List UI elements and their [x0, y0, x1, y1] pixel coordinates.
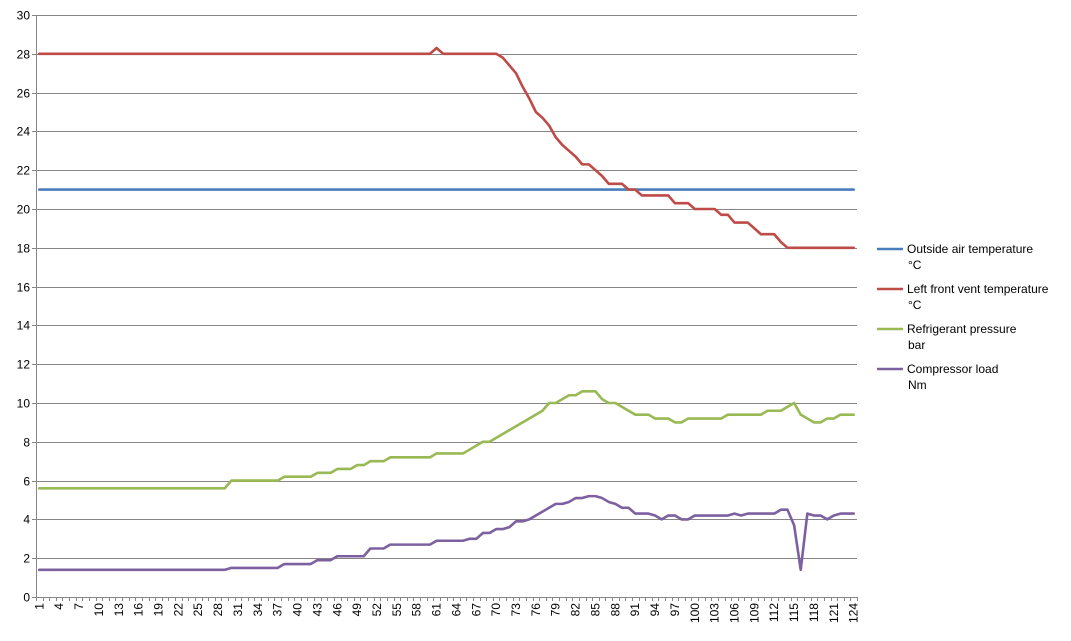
legend-label: Refrigerant pressure	[907, 322, 1017, 336]
x-tick-label: 109	[747, 603, 761, 623]
x-tick-label: 40	[291, 603, 305, 617]
series-line-2	[38, 390, 855, 490]
x-tick-label: 118	[807, 603, 821, 622]
y-tick-label: 30	[17, 9, 31, 23]
gridlines	[36, 15, 857, 559]
x-tick-label: 49	[350, 603, 364, 617]
x-tick-label: 61	[430, 603, 444, 617]
x-tick-label: 67	[469, 603, 483, 617]
x-tick-label: 7	[72, 603, 86, 610]
x-tick-label: 16	[132, 603, 146, 617]
x-tick-label: 79	[549, 603, 563, 617]
y-tick-label: 28	[17, 48, 31, 62]
legend-unit: bar	[908, 338, 925, 352]
x-tick-label: 124	[847, 603, 861, 623]
x-tick-label: 55	[390, 603, 404, 617]
y-tick-label: 24	[17, 125, 31, 139]
series-line-1	[38, 46, 855, 250]
legend-label: Compressor load	[907, 362, 998, 376]
x-tick-label: 19	[151, 603, 165, 617]
x-tick-label: 22	[171, 603, 185, 617]
series-line-3	[38, 494, 855, 572]
x-tick-label: 1	[32, 603, 46, 610]
x-tick-label: 97	[668, 603, 682, 617]
legend-label: Outside air temperature	[907, 242, 1033, 256]
legend: Outside air temperature °C Left front vent…	[877, 242, 1049, 392]
x-tick-label: 4	[52, 603, 66, 610]
y-tick-label: 6	[23, 475, 30, 489]
x-tick-label: 85	[588, 603, 602, 617]
x-tick-label: 100	[688, 603, 702, 623]
x-tick-label: 82	[569, 603, 583, 617]
legend-unit: Nm	[908, 378, 927, 392]
legend-unit: °C	[908, 298, 922, 312]
x-tick-label: 115	[787, 603, 801, 622]
y-tick-label: 12	[17, 358, 31, 372]
y-tick-label: 22	[17, 164, 31, 178]
x-tick-label: 52	[370, 603, 384, 617]
series-lines	[38, 46, 855, 572]
x-tick-label: 34	[251, 603, 265, 617]
y-tick-label: 2	[23, 552, 30, 566]
x-tick-label: 76	[529, 603, 543, 617]
x-tick-label: 70	[489, 603, 503, 617]
y-tick-label: 0	[23, 591, 30, 605]
legend-unit: °C	[908, 258, 922, 272]
x-tick-label: 28	[211, 603, 225, 617]
x-tick-label: 46	[330, 603, 344, 617]
x-tick-label: 43	[310, 603, 324, 617]
y-tick-label: 10	[17, 397, 31, 411]
y-tick-label: 4	[23, 513, 30, 527]
x-tick-label: 112	[767, 603, 781, 622]
x-tick-label: 25	[191, 603, 205, 617]
legend-label: Left front vent temperature	[907, 282, 1049, 296]
x-tick-label: 88	[608, 603, 622, 617]
x-tick-label: 10	[92, 603, 106, 617]
y-tick-label: 18	[17, 242, 31, 256]
x-tick-label: 73	[509, 603, 523, 617]
x-tick-label: 58	[410, 603, 424, 617]
x-tick-label: 37	[271, 603, 285, 617]
x-tick-label: 94	[648, 603, 662, 617]
y-tick-label: 8	[23, 436, 30, 450]
y-tick-label: 20	[17, 203, 31, 217]
x-tick-label: 13	[112, 603, 126, 617]
x-tick-label: 31	[231, 603, 245, 617]
y-tick-label: 16	[17, 281, 31, 295]
x-tick-label: 106	[728, 603, 742, 623]
x-tick-label: 103	[708, 603, 722, 623]
x-tick-label: 121	[827, 603, 841, 623]
y-tick-label: 14	[17, 319, 31, 333]
x-tick-label: 91	[628, 603, 642, 617]
y-tick-label: 26	[17, 87, 31, 101]
x-tick-label: 64	[449, 603, 463, 617]
